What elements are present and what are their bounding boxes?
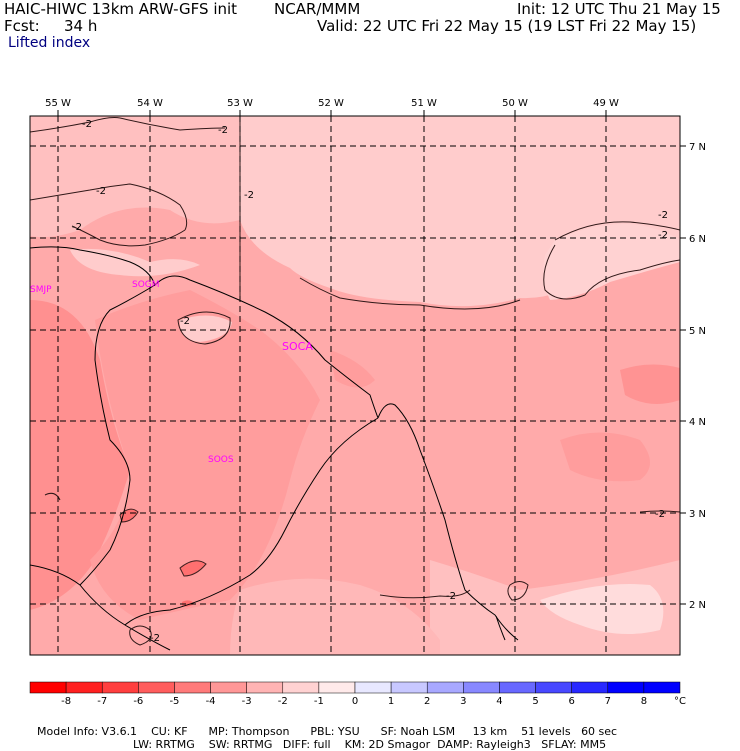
tick-marks: [57, 110, 686, 605]
colorbar-tick-label: 7: [605, 696, 611, 707]
colorbar-swatch: [643, 681, 681, 694]
field-name: Lifted index: [8, 35, 91, 51]
lon-label-51w: 51 W: [411, 98, 437, 109]
colorbar-unit: °C: [674, 696, 686, 707]
station-soos: SOOS: [208, 455, 234, 465]
lon-label-52w: 52 W: [318, 98, 344, 109]
lat-label-3n: 3 N: [689, 509, 706, 520]
valid-time: Valid: 22 UTC Fri 22 May 15 (19 LST Fri …: [317, 17, 697, 35]
colorbar-tick-label: 0: [352, 696, 358, 707]
footer-model-info: Model Info: V3.6.1: [37, 725, 138, 738]
colorbar-tick-label: -2: [278, 696, 288, 707]
colorbar-swatch: [499, 681, 536, 694]
colorbar-tick-label: -4: [206, 696, 216, 707]
footer-line-2: LW: RRTMG SW: RRTMG DIFF: full KM: 2D Sm…: [126, 725, 606, 751]
colorbar-swatch: [246, 681, 284, 694]
colorbar-swatch: [210, 681, 247, 694]
model-title: HAIC-HIWC 13km ARW-GFS init: [4, 0, 238, 18]
contour-label: -2: [658, 210, 668, 221]
contour-label: -2: [218, 125, 228, 136]
map-frame: [29, 115, 681, 656]
colorbar-swatch: [282, 681, 320, 694]
colorbar-swatch: [571, 681, 609, 694]
colorbar-swatch: [318, 681, 356, 694]
lon-label-50w: 50 W: [502, 98, 528, 109]
footer-timestep: 60 sec: [581, 725, 618, 738]
init-time: Init: 12 UTC Thu 21 May 15: [517, 0, 721, 18]
colorbar-tick-label: -6: [133, 696, 143, 707]
footer-cu: CU: KF: [151, 725, 188, 738]
contour-label: -2: [72, 222, 82, 233]
fcst-label: Fcst:: [4, 17, 40, 35]
contour-label: -2: [82, 119, 92, 130]
colorbar-tick-label: -1: [314, 696, 324, 707]
colorbar-swatch: [29, 681, 67, 694]
lat-label-2n: 2 N: [689, 600, 706, 611]
colorbar-tick-label: 5: [532, 696, 538, 707]
colorbar: -8 -7 -6 -5 -4 -3 -2 -1 0 1 2 3 4 5 6 7 8 °C: [29, 681, 686, 707]
colorbar-swatch: [426, 681, 464, 694]
lat-label-7n: 7 N: [689, 142, 706, 153]
contour-label: -2: [244, 190, 254, 201]
lat-label-6n: 6 N: [689, 234, 706, 245]
lat-label-4n: 4 N: [689, 417, 706, 428]
footer-resolution: 13 km: [472, 725, 508, 738]
contour-label: -2: [655, 509, 665, 520]
colorbar-tick-label: 1: [388, 696, 394, 707]
footer-mp: MP: Thompson: [208, 725, 290, 738]
border-lines: [30, 246, 519, 651]
colorbar-tick-label: -7: [97, 696, 107, 707]
footer-sf: SF: Noah LSM: [380, 725, 456, 738]
lon-label-54w: 54 W: [137, 98, 163, 109]
colorbar-tick-label: 3: [460, 696, 466, 707]
colorbar-tick-label: 6: [568, 696, 574, 707]
station-sogm: SOGM: [132, 280, 160, 290]
lon-label-53w: 53 W: [227, 98, 253, 109]
colorbar-swatch: [390, 681, 428, 694]
footer-line-1: Model Info: V3.6.1 CU: KF MP: Thompson P…: [30, 712, 617, 738]
lon-label-55w: 55 W: [45, 98, 71, 109]
colorbar-tick-label: 4: [496, 696, 502, 707]
graticule: [30, 116, 680, 655]
lat-label-5n: 5 N: [689, 326, 706, 337]
contour-label: -2: [658, 230, 668, 241]
colorbar-tick-label: -5: [169, 696, 179, 707]
colorbar-swatch: [463, 681, 500, 694]
colorbar-swatch: [354, 681, 392, 694]
contour-label: -2: [96, 186, 106, 197]
colorbar-tick-label: 8: [641, 696, 647, 707]
contour-label: -2: [180, 316, 190, 327]
colorbar-swatch: [101, 681, 139, 694]
colorbar-swatch: [607, 681, 645, 694]
contour-label: -2: [150, 633, 160, 644]
colorbar-swatch: [535, 681, 572, 694]
fcst-value: 34 h: [64, 17, 98, 35]
station-smjp: SMJP: [30, 285, 52, 295]
colorbar-tick-label: -8: [61, 696, 71, 707]
colorbar-swatch: [174, 681, 211, 694]
colorbar-swatch: [65, 681, 103, 694]
station-soca: SOCA: [282, 340, 313, 353]
colorbar-tick-label: -3: [242, 696, 252, 707]
footer-pbl: PBL: YSU: [310, 725, 360, 738]
shading-layer: [30, 116, 680, 655]
contour-label: -2: [446, 591, 456, 602]
footer-levels: 51 levels: [521, 725, 571, 738]
colorbar-tick-label: 2: [424, 696, 430, 707]
colorbar-swatch: [138, 681, 175, 694]
lon-label-49w: 49 W: [593, 98, 619, 109]
org-label: NCAR/MMM: [274, 0, 361, 18]
